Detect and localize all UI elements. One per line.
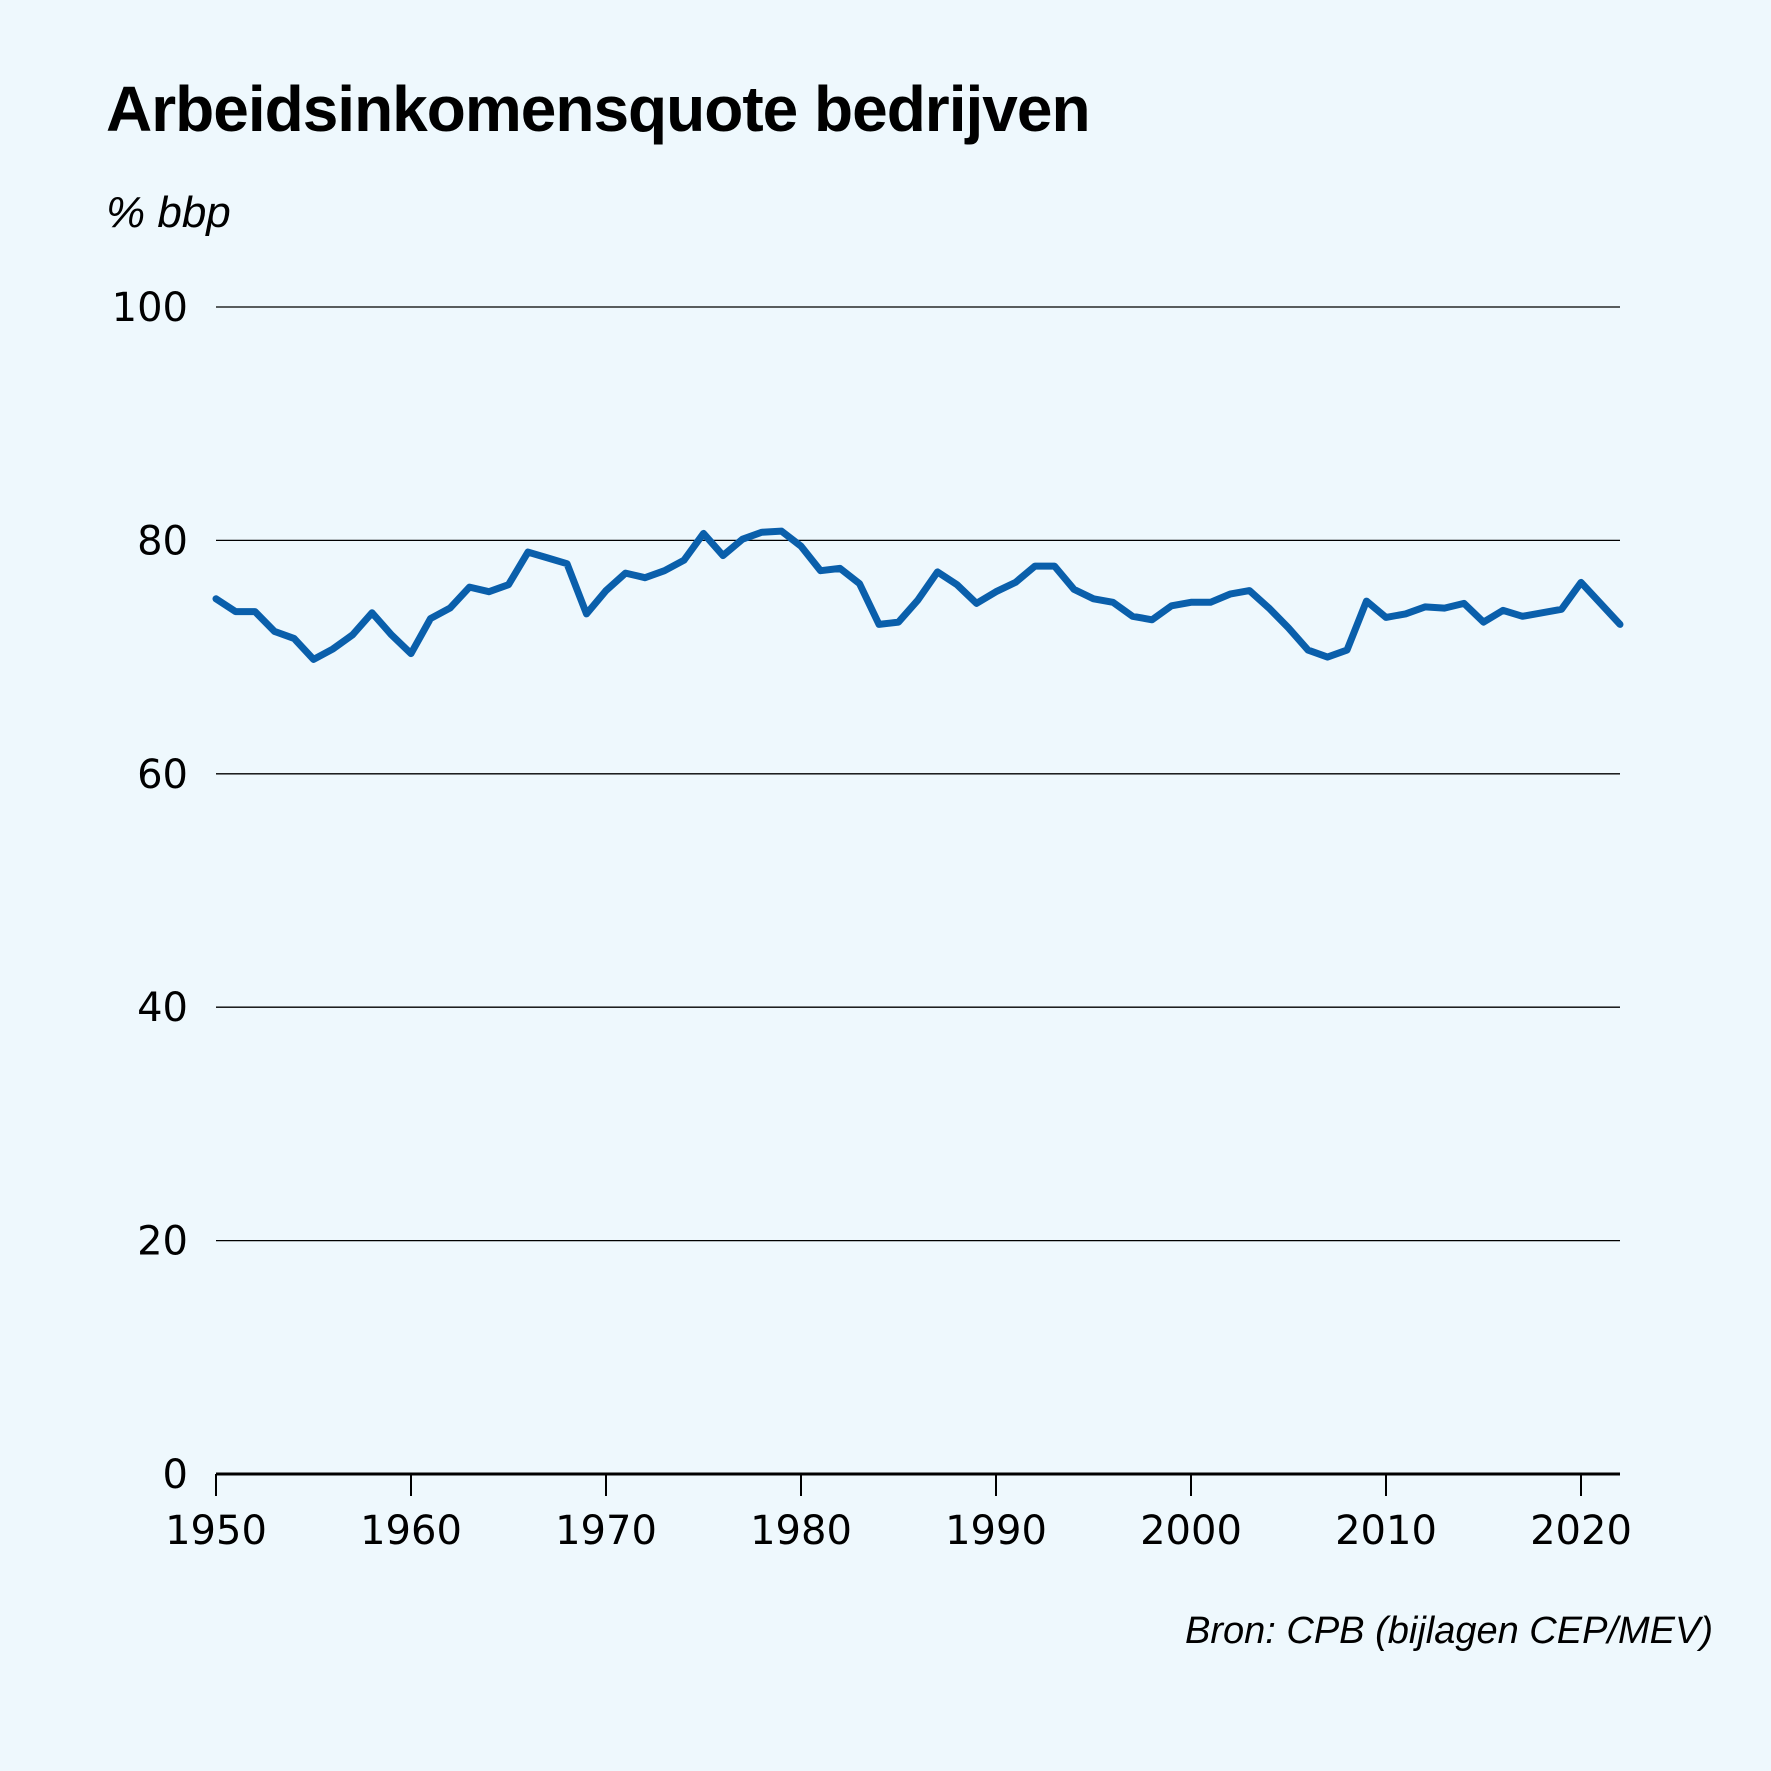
y-tick-label-20: 20 [137, 1219, 188, 1265]
x-tick-label-1970: 1970 [555, 1508, 657, 1554]
x-tick-label-1960: 1960 [360, 1508, 462, 1554]
y-tick-label-80: 80 [137, 518, 188, 564]
y-tick-label-100: 100 [112, 285, 188, 331]
source-note: Bron: CPB (bijlagen CEP/MEV) [1185, 1610, 1713, 1652]
y-axis-tick-labels: 0 20 40 60 80 100 [112, 285, 188, 1498]
x-axis: 1950 1960 1970 1980 1990 2000 2010 2020 [165, 1472, 1632, 1554]
x-tick-label-2000: 2000 [1140, 1508, 1242, 1554]
y-axis-unit-label: % bbp [106, 188, 231, 237]
x-tick-label-2010: 2010 [1335, 1508, 1437, 1554]
series-line-0 [212, 527, 1624, 663]
gridlines [216, 306, 1620, 1242]
x-tick-label-1990: 1990 [945, 1508, 1047, 1554]
series-group [212, 527, 1624, 663]
x-tick-label-1980: 1980 [750, 1508, 852, 1554]
x-tick-label-2020: 2020 [1530, 1508, 1632, 1554]
y-tick-label-0: 0 [163, 1452, 188, 1498]
chart-title: Arbeidsinkomensquote bedrijven [106, 73, 1091, 145]
x-tick-label-1950: 1950 [165, 1508, 267, 1554]
y-tick-label-40: 40 [137, 985, 188, 1031]
y-tick-label-60: 60 [137, 752, 188, 798]
